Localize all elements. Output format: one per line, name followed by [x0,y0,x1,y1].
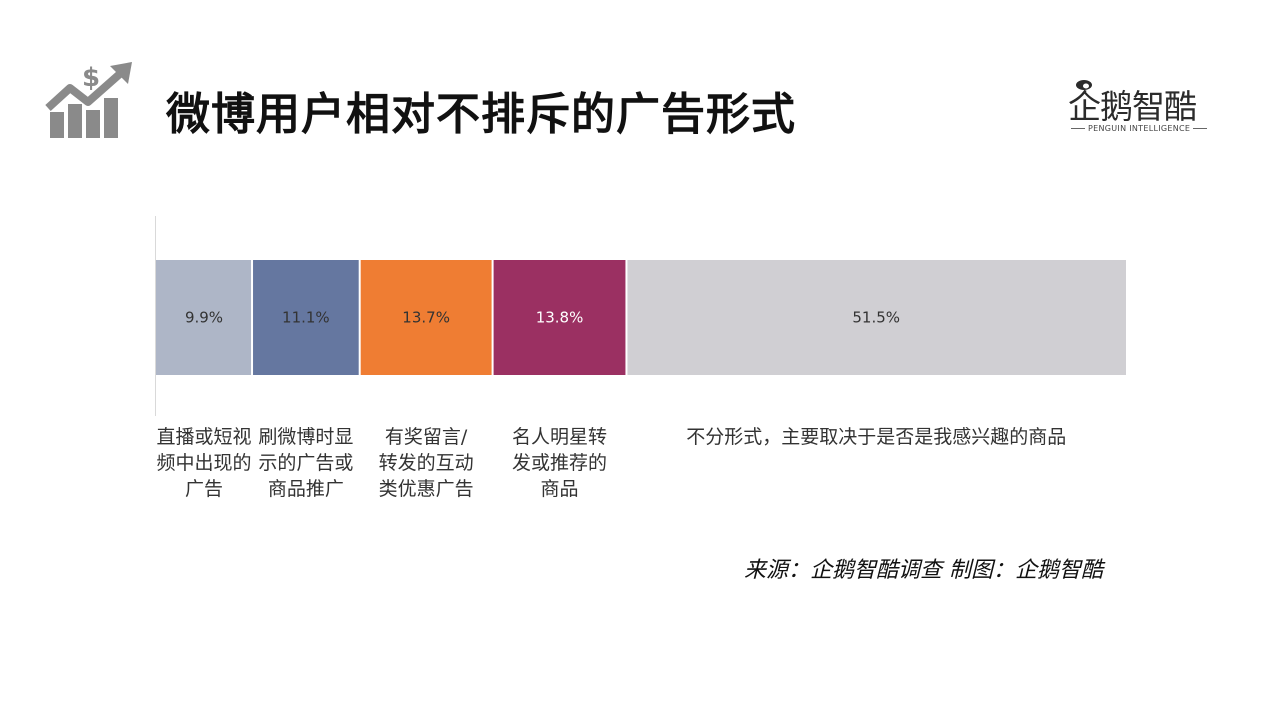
bar-segment [252,260,360,375]
data-label: 51.5% [852,309,900,327]
category-label: 不分形式，主要取决于是否是我感兴趣的商品 [686,426,1067,448]
brand-logo: 企鹅智酷 PENGUIN INTELLIGENCE [1068,78,1208,138]
svg-text:$: $ [82,63,100,93]
logo-name: 企鹅智酷 [1068,87,1197,126]
penguin-icon [1076,80,1092,90]
data-label: 13.7% [402,309,450,327]
category-label: 有奖留言/转发的互动类优惠广告 [378,426,474,500]
bar-segment [359,260,493,375]
data-label: 9.9% [185,309,223,327]
growth-chart-dollar-icon: $ [45,62,132,138]
logo-subtitle: PENGUIN INTELLIGENCE [1068,124,1206,133]
data-label: 11.1% [282,309,330,327]
category-label: 刷微博时显示的广告或商品推广 [258,426,354,500]
bar-segment [492,260,627,375]
data-label: 13.8% [536,309,584,327]
bar-segment [626,260,1126,375]
page-title: 微博用户相对不排斥的广告形式 [166,89,796,140]
category-label: 直播或短视频中出现的广告 [156,426,252,500]
category-label: 名人明星转发或推荐的商品 [511,426,607,500]
bar-segment [156,260,253,375]
source-note: 来源：企鹅智酷调查 制图：企鹅智酷 [744,558,1103,583]
